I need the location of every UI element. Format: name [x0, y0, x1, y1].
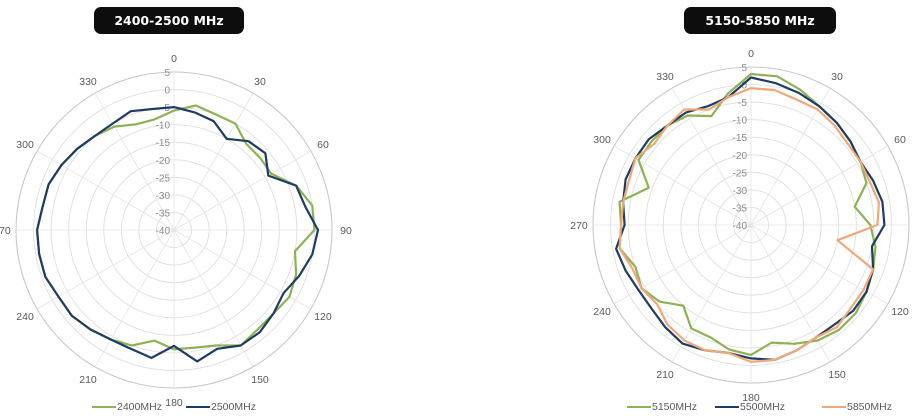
angle-tick-label: 240 [593, 306, 611, 318]
legend-label: 5150MHz [652, 401, 697, 413]
grid-spoke [94, 229, 175, 368]
legend-label: 5500MHz [740, 401, 785, 413]
grid-spoke [750, 145, 889, 226]
legend-right: 5150MHz 5500MHz 5850MHz [627, 401, 892, 413]
legend-label: 2500MHz [211, 401, 256, 413]
grid-spoke [173, 229, 254, 368]
grid-spoke [750, 224, 889, 305]
radial-tick-label: 5 [164, 68, 170, 79]
legend-label: 2400MHz [117, 401, 162, 413]
series-line-5850mhz [618, 87, 880, 363]
legend-left: 2400MHz 2500MHz [92, 401, 256, 413]
angle-tick-label: 210 [656, 369, 674, 381]
grid-spoke [173, 92, 254, 231]
radial-tick-label: -35 [733, 203, 748, 214]
radial-tick-label: 5 [741, 63, 747, 74]
angle-tick-label: 300 [16, 139, 34, 151]
radial-tick-label: 0 [741, 81, 747, 92]
legend-label: 5850MHz [847, 401, 892, 413]
radial-tick-label: -25 [733, 168, 748, 179]
angle-tick-label: 330 [656, 71, 674, 83]
chart-title-left: 2400-2500 MHz [94, 7, 244, 34]
polar-grid-right [592, 66, 910, 384]
radial-tick-label: -30 [156, 191, 171, 202]
polar-chart-right: 50-5-10-15-20-25-30-35-40030609012015018… [570, 48, 910, 413]
grid-spoke [173, 150, 312, 231]
angle-tick-label: 60 [894, 134, 906, 146]
grid-spoke [36, 150, 175, 231]
radial-tick-label: -5 [738, 98, 747, 109]
angle-tick-label: 30 [831, 71, 843, 83]
radial-tick-label: -30 [733, 186, 748, 197]
angle-tick-label: 300 [593, 134, 611, 146]
grid-spoke [671, 87, 752, 226]
radial-tick-label: -20 [733, 151, 748, 162]
radial-tick-label: -10 [156, 121, 171, 132]
grid-spoke [613, 224, 752, 305]
angle-tick-label: 150 [828, 369, 846, 381]
grid-spoke [94, 92, 175, 231]
angle-tick-label: 120 [891, 306, 909, 318]
grid-spoke [750, 87, 831, 226]
angle-tick-label: 270 [0, 225, 11, 237]
grid-spoke [671, 224, 752, 363]
angle-tick-label: 180 [742, 392, 760, 404]
polar-chart-left: 50-5-10-15-20-25-30-35-40030609012015018… [0, 53, 352, 413]
grid-spoke [750, 224, 831, 363]
radial-tick-label: -15 [156, 138, 171, 149]
radial-tick-label: -25 [156, 173, 171, 184]
radial-tick-label: -15 [733, 133, 748, 144]
angle-tick-label: 330 [79, 76, 97, 88]
radial-tick-label: -35 [156, 208, 171, 219]
chart-title-right: 5150-5850 MHz [684, 7, 836, 34]
radial-tick-label: 0 [164, 86, 170, 97]
polar-grid-left [15, 71, 333, 389]
angle-tick-label: 120 [314, 311, 332, 323]
radial-tick-label: -10 [733, 116, 748, 127]
angle-tick-label: 180 [165, 397, 183, 409]
radial-tick-label: -20 [156, 156, 171, 167]
angle-tick-label: 0 [748, 48, 754, 60]
angle-tick-label: 30 [254, 76, 266, 88]
angle-tick-label: 90 [340, 225, 352, 237]
radial-tick-label: -40 [156, 226, 171, 237]
angle-tick-label: 150 [251, 374, 269, 386]
grid-spoke [36, 229, 175, 310]
grid-spoke [613, 145, 752, 226]
angle-tick-label: 0 [171, 53, 177, 65]
grid-spoke [173, 229, 312, 310]
radial-tick-label: -40 [733, 221, 748, 232]
angle-tick-label: 210 [79, 374, 97, 386]
angle-tick-label: 240 [16, 311, 34, 323]
angle-tick-label: 270 [570, 220, 588, 232]
series-line-2500mhz [36, 106, 320, 363]
angle-tick-label: 60 [317, 139, 329, 151]
